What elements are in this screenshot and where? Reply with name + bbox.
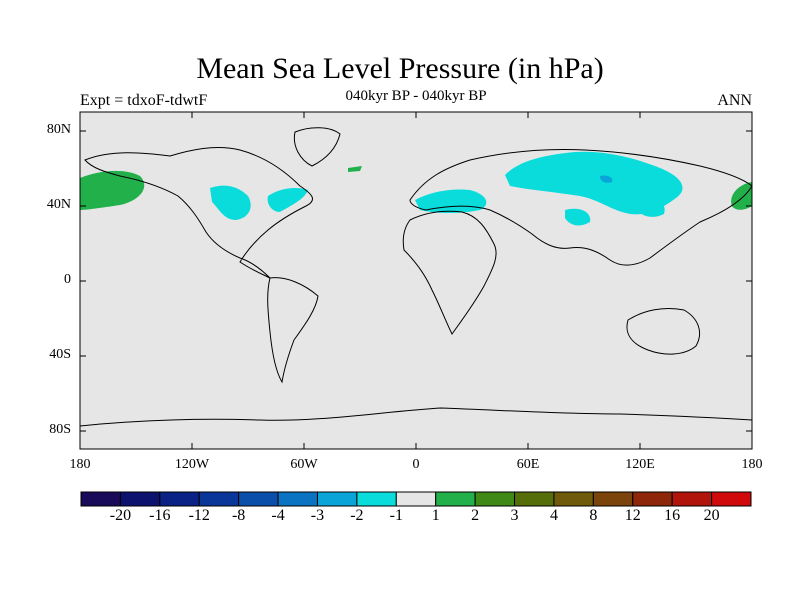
positive-anomaly-north-atlantic <box>348 166 362 172</box>
lon-label-180e: 180 <box>741 457 763 472</box>
negative-anomaly-east-asia <box>636 198 665 217</box>
south-america-outline <box>267 277 319 384</box>
colorbar-label: 3 <box>510 507 519 524</box>
negative-anomaly-siberia <box>505 151 683 215</box>
lon-label-60w: 60W <box>290 457 318 472</box>
colorbar-label: -20 <box>109 507 132 524</box>
australia-outline <box>626 307 700 355</box>
lon-label-120w: 120W <box>174 457 210 472</box>
greenland-outline <box>293 127 341 167</box>
africa-outline <box>402 210 497 335</box>
colorbar-label: -8 <box>231 507 246 524</box>
colorbar <box>80 491 752 507</box>
period-label: 040kyr BP - 040kyr BP <box>345 88 487 104</box>
colorbar-label: 20 <box>703 507 720 524</box>
colorbar-label: 16 <box>664 507 681 524</box>
axis-ticks <box>80 112 752 449</box>
experiment-label: Expt = tdxoF-tdwtF <box>80 92 208 109</box>
colorbar-swatch <box>474 491 516 507</box>
negative-anomaly-north-america <box>210 185 251 220</box>
antarctica-outline <box>79 407 753 427</box>
eurasia-outline <box>409 148 753 266</box>
colorbar-swatch <box>80 491 121 507</box>
season-label: ANN <box>717 92 752 109</box>
colorbar-swatch <box>553 491 594 507</box>
colorbar-swatch <box>316 491 358 507</box>
colorbar-swatch <box>514 491 555 507</box>
colorbar-label: 8 <box>589 507 598 524</box>
negative-anomaly-mediterranean <box>415 189 487 213</box>
lat-label-40n: 40N <box>46 197 71 212</box>
north-america-outline <box>84 147 314 279</box>
colorbar-label: 1 <box>431 507 440 524</box>
colorbar-label: -3 <box>310 507 325 524</box>
colorbar-label: -12 <box>188 507 210 524</box>
negative-anomaly-east-coast <box>267 188 308 212</box>
colorbar-swatch <box>356 491 397 507</box>
colorbar-swatch <box>711 491 752 507</box>
colorbar-swatch <box>395 491 437 507</box>
positive-anomaly-north-pacific-west <box>80 170 145 210</box>
colorbar-label: -2 <box>350 507 364 524</box>
colorbar-label: 4 <box>549 507 558 524</box>
map-title: Mean Sea Level Pressure (in hPa) <box>196 52 604 85</box>
colorbar-swatch <box>277 491 318 507</box>
colorbar-swatch <box>198 491 240 507</box>
colorbar-label: -4 <box>271 507 285 524</box>
colorbar-label: 2 <box>471 507 480 524</box>
lon-label-0: 0 <box>412 457 420 472</box>
lat-label-80n: 80N <box>46 122 71 137</box>
map-background <box>80 112 752 449</box>
negative-anomaly-central-asia <box>565 208 591 226</box>
lat-label-40s: 40S <box>49 347 71 362</box>
lon-label-180w: 180 <box>69 457 91 472</box>
negative-anomaly-core <box>600 175 613 183</box>
coastlines <box>79 127 753 427</box>
colorbar-label: -16 <box>149 507 171 524</box>
colorbar-swatch <box>671 491 713 507</box>
lon-label-60e: 60E <box>516 457 540 472</box>
colorbar-swatch <box>435 491 476 507</box>
colorbar-swatch <box>632 491 673 507</box>
colorbar-label: 12 <box>624 507 641 524</box>
lat-label-0: 0 <box>64 272 71 287</box>
colorbar-swatch <box>592 491 634 507</box>
lat-label-80s: 80S <box>49 422 71 437</box>
colorbar-label: -1 <box>389 507 403 524</box>
lon-label-120e: 120E <box>625 457 655 472</box>
colorbar-swatch <box>119 491 161 507</box>
colorbar-swatch <box>159 491 200 507</box>
colorbar-swatch <box>238 491 279 507</box>
